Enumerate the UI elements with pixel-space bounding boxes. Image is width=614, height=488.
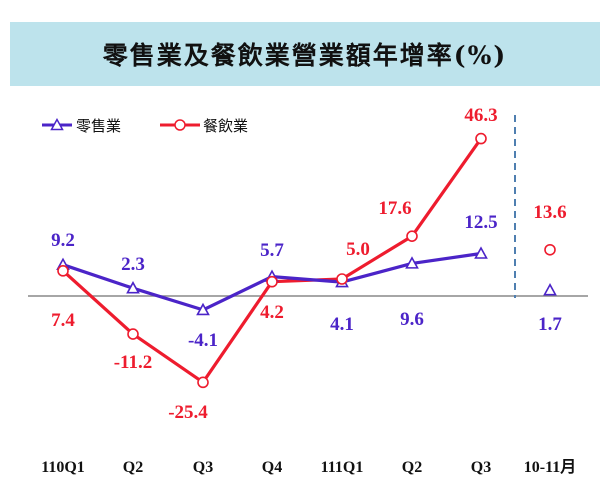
food-point — [266, 275, 278, 288]
retail-data-label: 12.5 — [464, 212, 497, 233]
x-tick-label: 10-11月 — [524, 458, 576, 476]
chart-title: 零售業及餐飲業營業額年增率(%) — [102, 41, 508, 70]
retail-data-label: 4.1 — [330, 314, 354, 335]
food-point — [475, 132, 487, 145]
retail-point — [405, 256, 419, 269]
food-data-label: 17.6 — [378, 198, 411, 219]
retail-point — [543, 283, 557, 296]
food-point — [197, 376, 209, 389]
food-point — [336, 273, 348, 285]
retail-data-label: 9.6 — [400, 309, 424, 330]
legend-retail-marker — [50, 117, 64, 131]
x-tick-label: 110Q1 — [41, 459, 85, 476]
x-tick-label: Q2 — [402, 459, 422, 476]
x-tick-label: 111Q1 — [321, 459, 364, 476]
x-tick-label: Q4 — [262, 459, 282, 476]
food-point — [127, 328, 139, 340]
x-tick-label: Q2 — [123, 459, 143, 476]
x-tick-label: Q3 — [471, 459, 491, 476]
legend: 零售業 餐飲業 — [42, 117, 248, 135]
retail-data-label: 5.7 — [260, 240, 284, 261]
food-data-label: 13.6 — [533, 202, 566, 223]
legend-food-marker — [174, 119, 186, 131]
series-markers — [56, 132, 557, 389]
x-tick-label: Q3 — [193, 459, 213, 476]
food-data-label: -11.2 — [114, 352, 153, 373]
retail-point — [126, 281, 140, 294]
food-data-label: 7.4 — [51, 310, 75, 331]
data-labels: 9.2 2.3 -4.1 5.7 4.1 9.6 12.5 1.7 7.4 -11.2 -25.4 4… — [51, 105, 567, 423]
retail-point — [196, 302, 210, 316]
food-data-label: 5.0 — [346, 239, 370, 260]
legend-retail-label: 零售業 — [76, 117, 121, 135]
chart-title-bar: 零售業及餐飲業營業額年增率(%) — [10, 22, 600, 86]
food-point — [544, 243, 556, 256]
food-point — [406, 230, 418, 242]
retail-data-label: 9.2 — [51, 230, 75, 251]
food-point — [57, 265, 69, 277]
food-data-label: 4.2 — [260, 302, 284, 323]
food-data-label: 46.3 — [464, 105, 497, 126]
food-data-label: -25.4 — [168, 402, 208, 423]
retail-point — [474, 246, 488, 259]
legend-food-label: 餐飲業 — [203, 117, 248, 135]
retail-data-label: 1.7 — [538, 314, 562, 335]
retail-data-label: 2.3 — [121, 254, 145, 275]
retail-data-label: -4.1 — [188, 330, 218, 351]
x-axis-ticks: 110Q1 Q2 Q3 Q4 111Q1 Q2 Q3 10-11月 — [41, 458, 576, 476]
